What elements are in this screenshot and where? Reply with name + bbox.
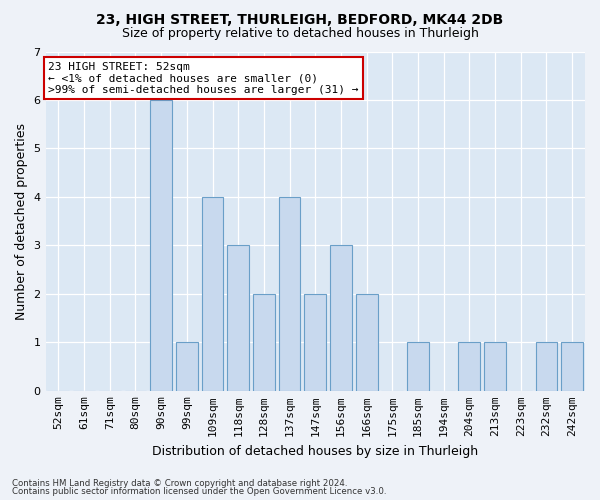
- Bar: [536, 342, 557, 391]
- Bar: [253, 294, 275, 391]
- Bar: [407, 342, 429, 391]
- Bar: [304, 294, 326, 391]
- Bar: [227, 246, 249, 391]
- Bar: [330, 246, 352, 391]
- Bar: [561, 342, 583, 391]
- Text: Contains HM Land Registry data © Crown copyright and database right 2024.: Contains HM Land Registry data © Crown c…: [12, 478, 347, 488]
- Bar: [356, 294, 377, 391]
- Bar: [202, 197, 223, 391]
- Text: 23, HIGH STREET, THURLEIGH, BEDFORD, MK44 2DB: 23, HIGH STREET, THURLEIGH, BEDFORD, MK4…: [97, 12, 503, 26]
- Text: Contains public sector information licensed under the Open Government Licence v3: Contains public sector information licen…: [12, 487, 386, 496]
- Bar: [484, 342, 506, 391]
- Y-axis label: Number of detached properties: Number of detached properties: [15, 122, 28, 320]
- Bar: [150, 100, 172, 391]
- Bar: [176, 342, 198, 391]
- Bar: [458, 342, 481, 391]
- Bar: [278, 197, 301, 391]
- X-axis label: Distribution of detached houses by size in Thurleigh: Distribution of detached houses by size …: [152, 444, 478, 458]
- Text: 23 HIGH STREET: 52sqm
← <1% of detached houses are smaller (0)
>99% of semi-deta: 23 HIGH STREET: 52sqm ← <1% of detached …: [48, 62, 359, 95]
- Text: Size of property relative to detached houses in Thurleigh: Size of property relative to detached ho…: [122, 28, 478, 40]
